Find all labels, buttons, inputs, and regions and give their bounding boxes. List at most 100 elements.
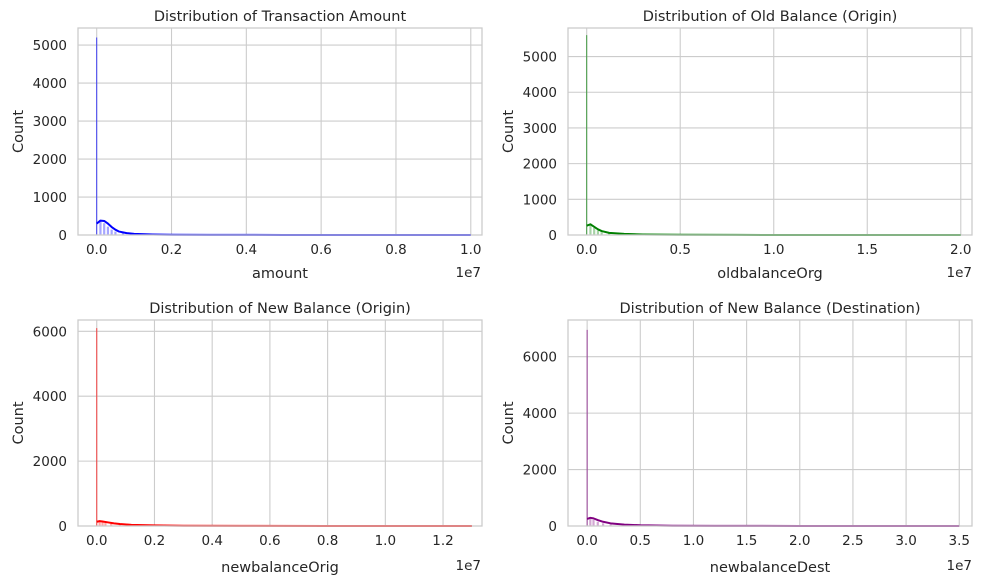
grid-new-balance-origin: [78, 320, 482, 527]
histogram-bar: [96, 37, 98, 236]
x-tick-label: 1.5: [857, 242, 878, 258]
histogram-bar: [104, 522, 107, 526]
y-tick-label: 0: [548, 228, 557, 244]
y-tick-label: 1000: [33, 190, 67, 206]
histogram-bar: [589, 518, 592, 526]
histogram-bar: [609, 524, 612, 526]
y-tick-label: 4000: [523, 406, 557, 422]
histogram-bar: [103, 223, 106, 235]
x-offset-label-new-balance-destination: 1e7: [947, 558, 972, 574]
histogram-bar: [110, 523, 113, 526]
x-tick-label: 3.5: [948, 533, 969, 549]
y-tick-label: 6000: [523, 350, 557, 366]
x-tick-label: 0.5: [669, 242, 690, 258]
axes-frame-transaction-amount: [77, 27, 483, 236]
x-axis-label-old-balance-origin: oldbalanceOrg: [717, 266, 823, 282]
y-tick-label: 2000: [523, 463, 557, 479]
histogram-bar: [600, 232, 603, 235]
grid-new-balance-destination: [568, 320, 972, 527]
panel-new-balance-origin: 0.0 0.2 0.4 0.6 0.8 1.0 1.2 0 2000 4000 6000 Distr…: [11, 301, 483, 576]
histogram-bar: [608, 233, 611, 235]
ticks-transaction-amount: 0.0 0.2 0.4 0.6 0.8 1.0 0 1000 2000 3000 4000 5000: [33, 38, 482, 258]
histogram-bar: [593, 227, 596, 235]
kde-line: [96, 520, 472, 527]
x-tick-label: 0.6: [310, 242, 331, 258]
axes-frame-new-balance-destination: [567, 319, 973, 527]
histogram-bar: [121, 232, 124, 235]
histogram-bar: [101, 521, 104, 526]
marks-transaction-amount: [96, 37, 471, 236]
x-offset-label-transaction-amount: 1e7: [456, 265, 481, 281]
y-tick-label: 1000: [523, 192, 557, 208]
histogram-bar: [589, 223, 592, 235]
histogram-bar: [96, 328, 98, 526]
chart-title-new-balance-destination: Distribution of New Balance (Destination…: [620, 301, 921, 317]
x-tick-label: 0.2: [161, 242, 182, 258]
y-tick-label: 4000: [33, 389, 67, 405]
histogram-bar: [110, 229, 113, 235]
x-tick-label: 1.0: [375, 533, 396, 549]
y-axis-label-transaction-amount: Count: [11, 110, 27, 153]
x-tick-label: 0.0: [86, 242, 107, 258]
y-tick-label: 5000: [33, 38, 67, 54]
ticks-new-balance-origin: 0.0 0.2 0.4 0.6 0.8 1.0 1.2 0 2000 4000 6000: [33, 324, 454, 549]
chart-title-new-balance-origin: Distribution of New Balance (Origin): [149, 301, 411, 317]
x-tick-label: 2.0: [950, 242, 971, 258]
y-tick-label: 2000: [523, 157, 557, 173]
x-tick-label: 0.4: [236, 242, 257, 258]
x-tick-label: 0.2: [144, 533, 165, 549]
x-tick-label: 0.0: [86, 533, 107, 549]
x-tick-label: 0.8: [385, 242, 406, 258]
histogram-bar: [106, 226, 110, 235]
x-offset-label-old-balance-origin: 1e7: [947, 265, 972, 281]
x-tick-label: 1.5: [736, 533, 757, 549]
x-tick-label: 1.0: [460, 242, 481, 258]
histogram-bar: [586, 35, 588, 235]
histogram-bar: [596, 230, 600, 235]
y-tick-label: 6000: [33, 324, 67, 340]
axes-frame-old-balance-origin: [567, 27, 973, 236]
panel-new-balance-destination: 0.0 0.5 1.0 1.5 2.0 2.5 3.0 3.5 0 2000 4000 6000 Di…: [501, 301, 973, 576]
x-offset-label-new-balance-origin: 1e7: [456, 558, 481, 574]
axes-frame-new-balance-origin: [77, 319, 483, 527]
x-tick-label: 0.6: [259, 533, 280, 549]
y-axis-label-new-balance-destination: Count: [501, 401, 517, 444]
x-tick-label: 0.0: [576, 242, 597, 258]
histogram-bar: [601, 523, 605, 526]
x-tick-label: 2.5: [842, 533, 863, 549]
x-axis-label-new-balance-destination: newbalanceDest: [710, 560, 831, 576]
y-tick-label: 5000: [523, 50, 557, 66]
y-tick-label: 3000: [523, 121, 557, 137]
histogram-bar: [592, 519, 595, 526]
y-tick-label: 4000: [523, 85, 557, 101]
y-axis-label-new-balance-origin: Count: [11, 401, 27, 444]
y-axis-label-old-balance-origin: Count: [501, 110, 517, 153]
marks-new-balance-destination: [586, 329, 960, 527]
histogram-bar: [586, 329, 588, 526]
histogram-bar: [99, 220, 102, 235]
histogram-bar: [114, 231, 117, 235]
y-tick-label: 2000: [33, 454, 67, 470]
ticks-new-balance-destination: 0.0 0.5 1.0 1.5 2.0 2.5 3.0 3.5 0 2000 4000 6000: [523, 350, 970, 549]
chart-title-old-balance-origin: Distribution of Old Balance (Origin): [643, 9, 898, 25]
x-tick-label: 1.0: [683, 533, 704, 549]
kde-line: [586, 516, 960, 527]
grid-old-balance-origin: [568, 28, 972, 236]
x-tick-label: 0.8: [317, 533, 338, 549]
x-tick-label: 3.0: [895, 533, 916, 549]
grid-transaction-amount: [78, 28, 482, 236]
marks-new-balance-origin: [96, 328, 472, 527]
x-tick-label: 0.4: [201, 533, 222, 549]
chart-title-transaction-amount: Distribution of Transaction Amount: [154, 9, 407, 25]
x-axis-label-transaction-amount: amount: [252, 266, 308, 282]
y-tick-label: 0: [58, 519, 67, 535]
y-tick-label: 4000: [33, 76, 67, 92]
histogram-bar: [596, 521, 599, 526]
panel-transaction-amount: 0.0 0.2 0.4 0.6 0.8 1.0010002000300040005000 …: [11, 9, 483, 282]
x-tick-label: 1.2: [432, 533, 453, 549]
x-axis-label-new-balance-origin: newbalanceOrig: [221, 560, 339, 576]
histogram-bar: [118, 524, 121, 526]
x-tick-label: 2.0: [789, 533, 810, 549]
ticks-old-balance-origin: 0.0 0.5 1.0 1.5 2.0 0 1000 2000 3000 4000 5000: [523, 50, 972, 258]
